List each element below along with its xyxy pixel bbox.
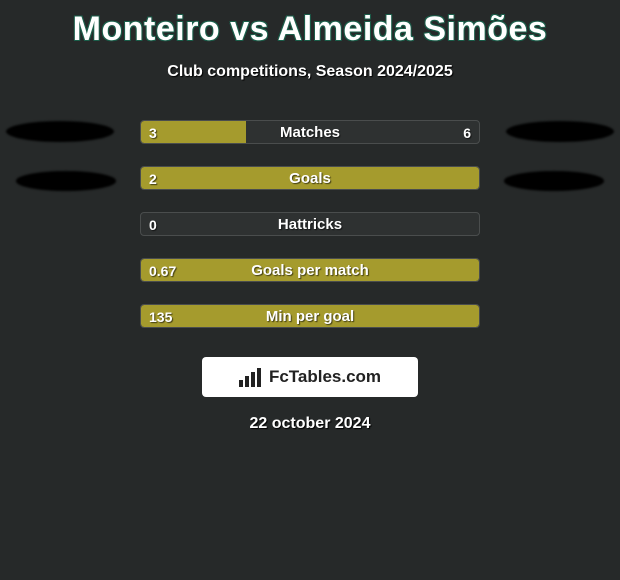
brand-bars-icon bbox=[239, 367, 263, 387]
stat-row: 2Goals bbox=[0, 155, 620, 201]
page-title: Monteiro vs Almeida Simões bbox=[0, 0, 620, 49]
bar-track: 0.67Goals per match bbox=[140, 258, 480, 282]
bar-label: Min per goal bbox=[141, 305, 479, 328]
player1-name: Monteiro bbox=[73, 10, 221, 48]
bar-label: Goals per match bbox=[141, 259, 479, 282]
bar-track: 2Goals bbox=[140, 166, 480, 190]
stat-row: 0Hattricks bbox=[0, 201, 620, 247]
bar-track: 0Hattricks bbox=[140, 212, 480, 236]
vs-text: vs bbox=[230, 10, 269, 48]
shadow-ellipse bbox=[6, 121, 114, 142]
bar-track: 135Min per goal bbox=[140, 304, 480, 328]
shadow-ellipse bbox=[16, 171, 116, 191]
brand-box: FcTables.com bbox=[202, 357, 418, 397]
date-text: 22 october 2024 bbox=[0, 415, 620, 433]
bar-label: Goals bbox=[141, 167, 479, 190]
bar-value-right: 6 bbox=[463, 121, 471, 144]
stat-row: 3Matches6 bbox=[0, 109, 620, 155]
bar-label: Hattricks bbox=[141, 213, 479, 236]
brand-text: FcTables.com bbox=[269, 367, 381, 387]
bar-track: 3Matches6 bbox=[140, 120, 480, 144]
stats-stage: 3Matches6 2Goals 0Hattricks 0.67Goals per m… bbox=[0, 109, 620, 339]
shadow-ellipse bbox=[504, 171, 604, 191]
stat-row: 135Min per goal bbox=[0, 293, 620, 339]
player2-name: Almeida Simões bbox=[278, 10, 548, 48]
stat-row: 0.67Goals per match bbox=[0, 247, 620, 293]
shadow-ellipse bbox=[506, 121, 614, 142]
subtitle: Club competitions, Season 2024/2025 bbox=[0, 63, 620, 81]
bar-label: Matches bbox=[141, 121, 479, 144]
